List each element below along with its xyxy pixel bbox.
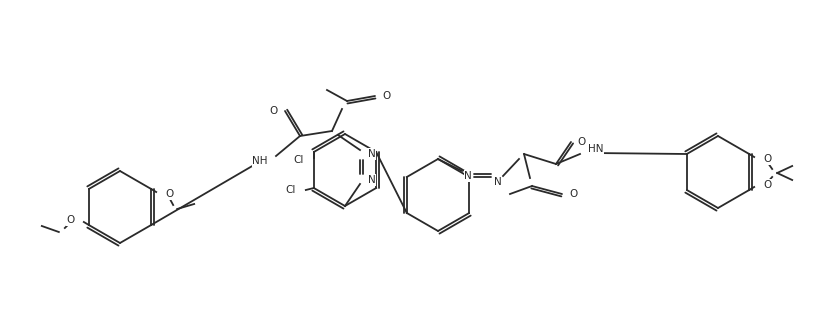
Text: O: O — [568, 189, 577, 199]
Text: O: O — [762, 154, 771, 164]
Text: O: O — [67, 215, 74, 225]
Text: N: N — [368, 175, 375, 185]
Text: N: N — [493, 177, 502, 187]
Text: N: N — [464, 171, 472, 181]
Text: O: O — [381, 91, 390, 101]
Text: N: N — [368, 149, 375, 159]
Text: O: O — [576, 137, 584, 147]
Text: NH: NH — [252, 156, 268, 166]
Text: O: O — [165, 189, 173, 199]
Text: Cl: Cl — [285, 185, 295, 195]
Text: HN: HN — [588, 144, 603, 154]
Text: O: O — [762, 180, 771, 190]
Text: Cl: Cl — [293, 155, 303, 165]
Text: O: O — [269, 106, 278, 116]
